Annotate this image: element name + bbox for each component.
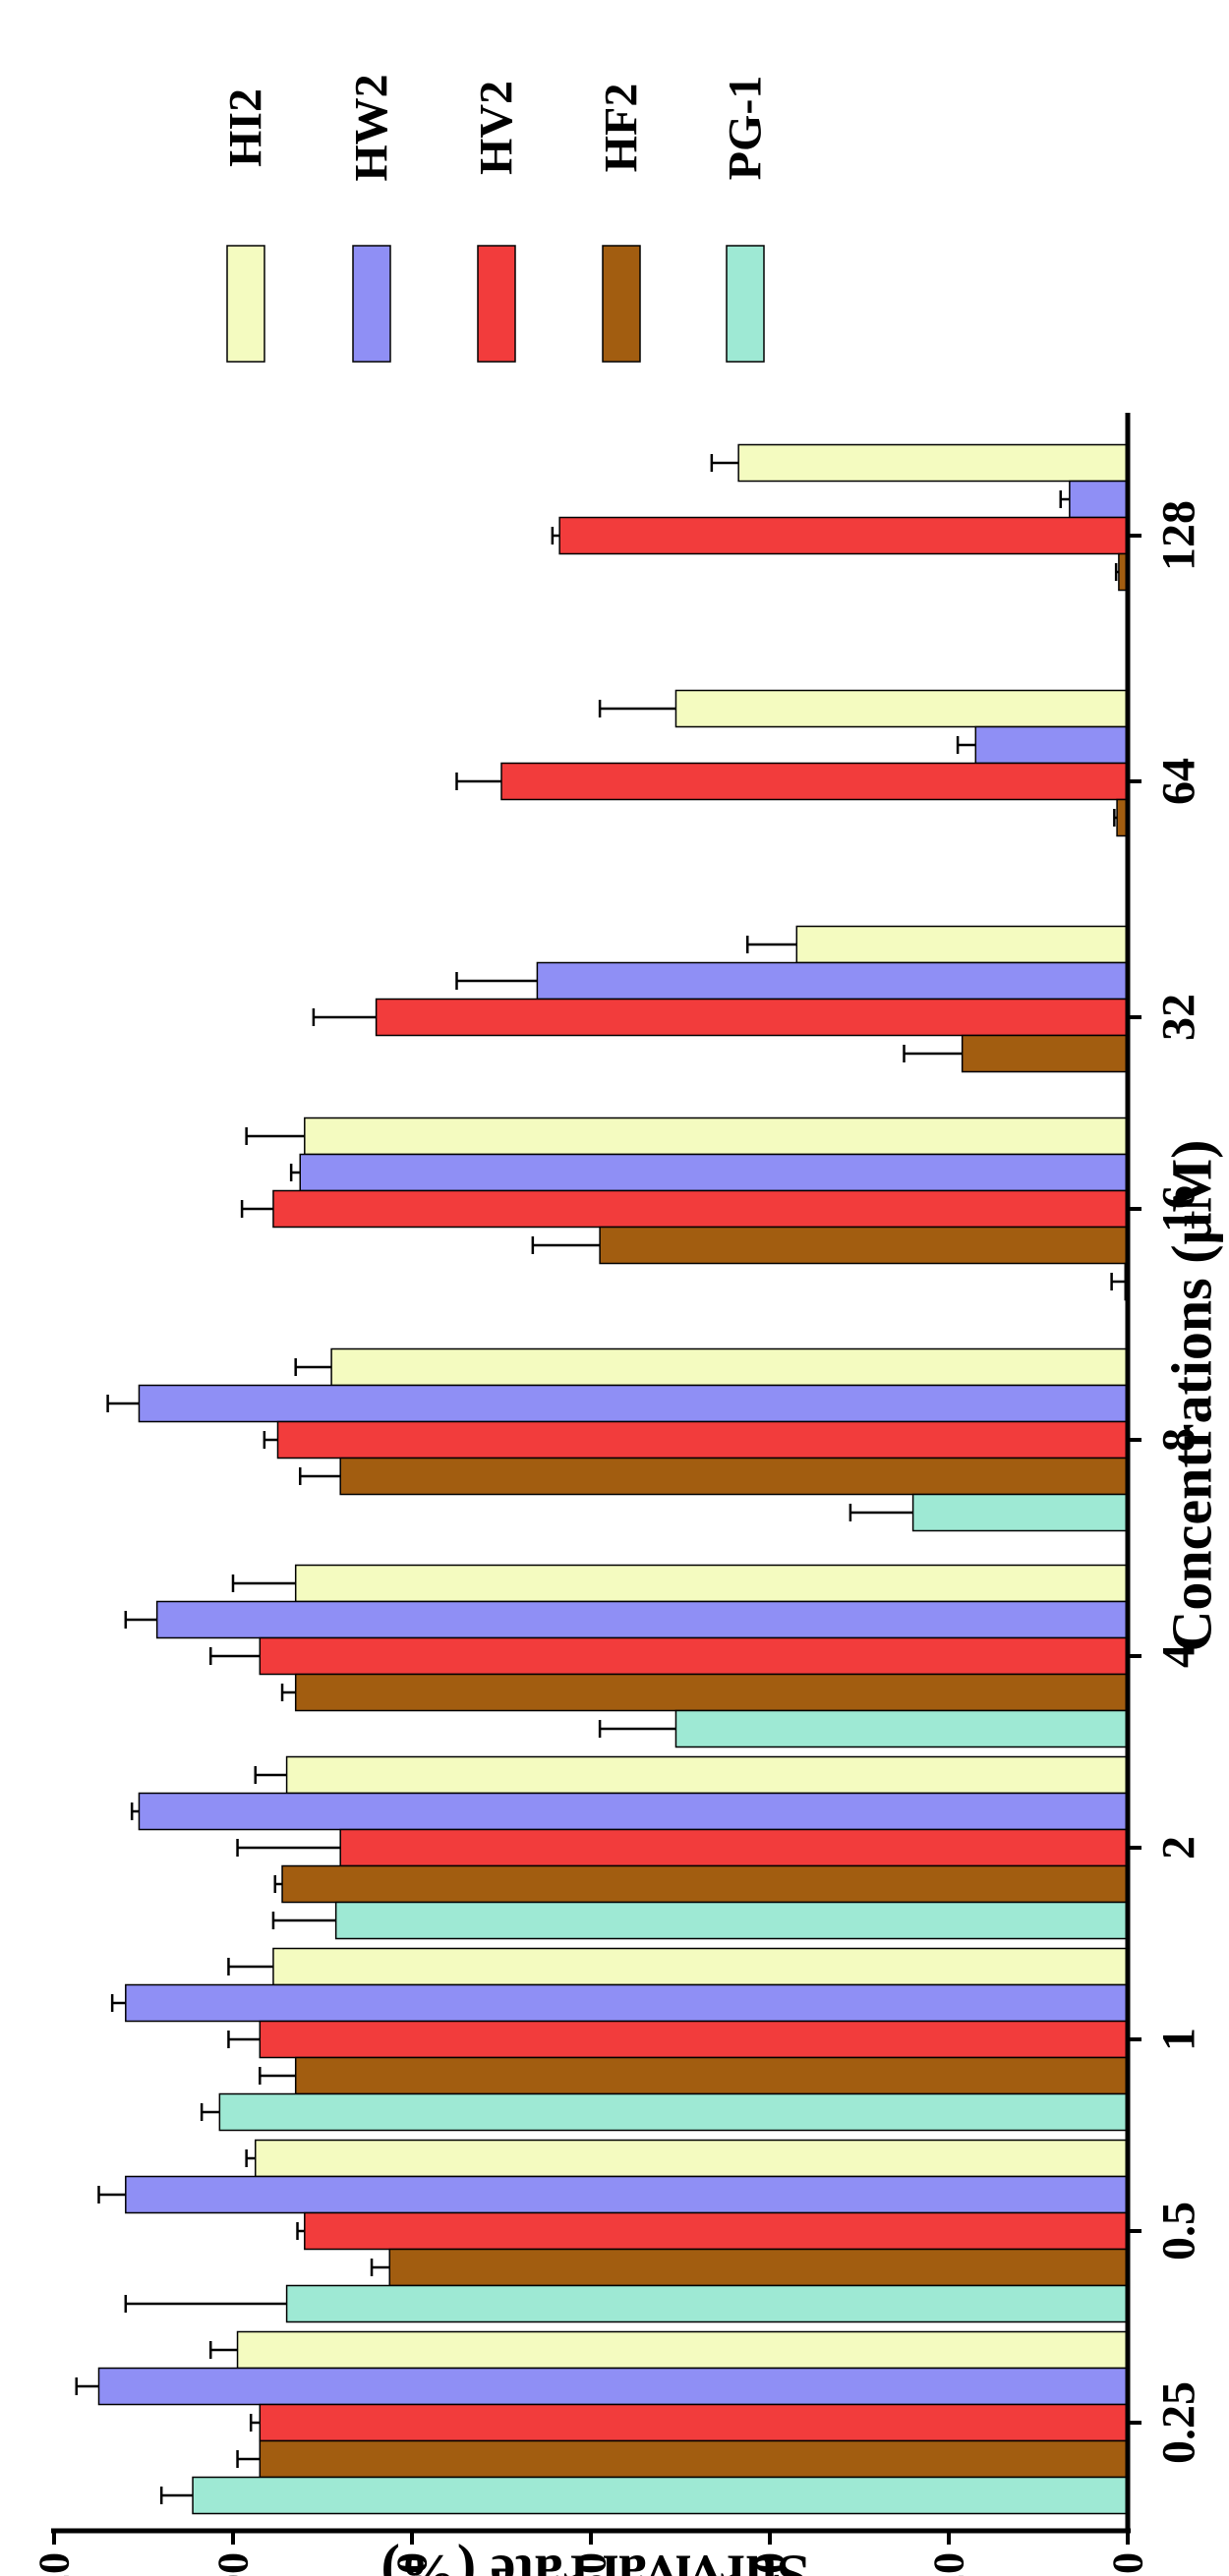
category-tick-label-128: 128 [1153, 500, 1205, 571]
bar-hv2-64 [500, 762, 1129, 801]
legend-label-hi2: HI2 [220, 88, 272, 167]
bar-hi2-4 [294, 1564, 1129, 1603]
category-tick-label-4: 4 [1153, 1644, 1205, 1668]
value-tick-label-120: 120 [30, 2552, 79, 2576]
bar-hw2-1 [125, 1983, 1129, 2023]
legend-swatch-hi2 [226, 245, 265, 363]
bar-pg-1-0.5 [285, 2284, 1129, 2323]
axes: 0 20 40 60 80 100 120 0.25 0.5 1 2 4 8 16 32 64 128 Conce… [30, 413, 1224, 2576]
bar-hi2-8 [330, 1347, 1129, 1387]
bar-hv2-2 [339, 1828, 1129, 1867]
bar-hv2-0.25 [259, 2403, 1129, 2442]
bar-hv2-16 [272, 1189, 1129, 1229]
bar-hw2-8 [138, 1384, 1129, 1423]
bar-hw2-2 [138, 1792, 1129, 1831]
category-tick-label-0.25: 0.25 [1153, 2381, 1205, 2464]
bar-pg-1-1 [218, 2092, 1129, 2132]
bar-hv2-32 [375, 998, 1129, 1037]
legend-swatch-pg-1 [726, 245, 765, 363]
legend: HI2 HW2 HV2 HF2 PG-1 [220, 74, 772, 363]
bar-hi2-32 [795, 925, 1129, 964]
x-axis-title: Concentrations (μM) [1160, 1140, 1224, 1652]
bar-hv2-8 [276, 1420, 1129, 1460]
bar-hw2-0.25 [97, 2367, 1129, 2406]
bar-hf2-8 [339, 1457, 1129, 1496]
y-axis-title: Survival rate (%) [381, 2544, 809, 2576]
legend-label-pg-1: PG-1 [720, 76, 772, 181]
bar-hf2-2 [281, 1864, 1129, 1904]
bar-hi2-64 [674, 689, 1129, 728]
category-tick-label-2: 2 [1153, 1836, 1205, 1860]
bar-hv2-128 [558, 516, 1129, 555]
value-tick-label-20: 20 [925, 2552, 973, 2576]
category-tick-label-1: 1 [1153, 2028, 1205, 2051]
bar-hw2-0.5 [125, 2175, 1129, 2214]
bar-hf2-4 [294, 1673, 1129, 1712]
bar-hi2-0.25 [236, 2330, 1129, 2370]
legend-swatch-hf2 [602, 245, 641, 363]
bar-hi2-16 [304, 1116, 1129, 1156]
bar-hw2-32 [536, 961, 1129, 1001]
legend-label-hv2: HV2 [471, 81, 523, 175]
bar-hw2-4 [155, 1600, 1129, 1639]
bar-hf2-32 [961, 1034, 1129, 1073]
category-tick-label-0.5: 0.5 [1153, 2202, 1205, 2261]
bar-hf2-1 [294, 2056, 1129, 2095]
bar-hi2-2 [285, 1755, 1129, 1795]
legend-label-hw2: HW2 [346, 74, 398, 181]
category-tick-label-64: 64 [1153, 758, 1205, 805]
bar-hi2-0.5 [255, 2139, 1129, 2178]
legend-swatch-hw2 [352, 245, 391, 363]
bar-hf2-16 [599, 1226, 1129, 1265]
bar-pg-1-2 [334, 1901, 1129, 1940]
bar-pg-1-4 [674, 1709, 1129, 1748]
plot-area [75, 443, 1129, 2515]
bar-hw2-128 [1069, 480, 1129, 519]
legend-swatch-hv2 [477, 245, 516, 363]
category-tick-label-32: 32 [1153, 994, 1205, 1041]
legend-label-hf2: HF2 [596, 84, 648, 173]
value-tick-label-80: 80 [388, 2552, 437, 2576]
value-tick-label-60: 60 [567, 2552, 615, 2576]
bar-hf2-0.5 [388, 2248, 1129, 2287]
bar-hf2-0.25 [259, 2439, 1129, 2479]
bar-hv2-4 [259, 1636, 1129, 1676]
bar-hw2-64 [974, 725, 1129, 765]
value-tick-label-0: 0 [1104, 2552, 1152, 2574]
bar-hi2-1 [272, 1947, 1129, 1986]
value-tick-label-40: 40 [746, 2552, 794, 2576]
bar-pg-1-8 [911, 1493, 1129, 1532]
bar-hv2-1 [259, 2020, 1129, 2059]
bar-hi2-128 [737, 443, 1129, 483]
value-tick-label-100: 100 [209, 2552, 258, 2576]
bar-pg-1-0.25 [192, 2476, 1129, 2515]
category-tick-label-16: 16 [1153, 1185, 1205, 1232]
bar-hw2-16 [299, 1153, 1129, 1192]
bar-hv2-0.5 [304, 2211, 1129, 2251]
category-tick-label-8: 8 [1153, 1428, 1205, 1452]
